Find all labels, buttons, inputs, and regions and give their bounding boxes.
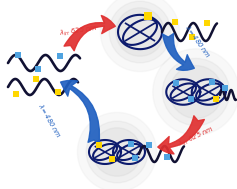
Text: $\lambda_{irr}$ 625 nm: $\lambda_{irr}$ 625 nm <box>58 23 98 39</box>
FancyArrowPatch shape <box>158 116 204 154</box>
Text: $\lambda$= 480 nm: $\lambda$= 480 nm <box>36 102 64 140</box>
Text: $\lambda$= 480 nm: $\lambda$= 480 nm <box>183 22 213 60</box>
Circle shape <box>109 1 171 63</box>
Circle shape <box>153 49 237 135</box>
Circle shape <box>77 112 157 189</box>
FancyArrowPatch shape <box>163 33 194 70</box>
FancyArrowPatch shape <box>61 80 100 144</box>
Circle shape <box>93 128 141 176</box>
Circle shape <box>86 121 148 183</box>
Circle shape <box>100 0 180 72</box>
Circle shape <box>170 66 222 118</box>
Circle shape <box>116 8 164 56</box>
Text: $\lambda_{irr}$ 625 nm: $\lambda_{irr}$ 625 nm <box>176 124 216 150</box>
FancyArrowPatch shape <box>64 15 115 51</box>
Circle shape <box>162 58 230 126</box>
